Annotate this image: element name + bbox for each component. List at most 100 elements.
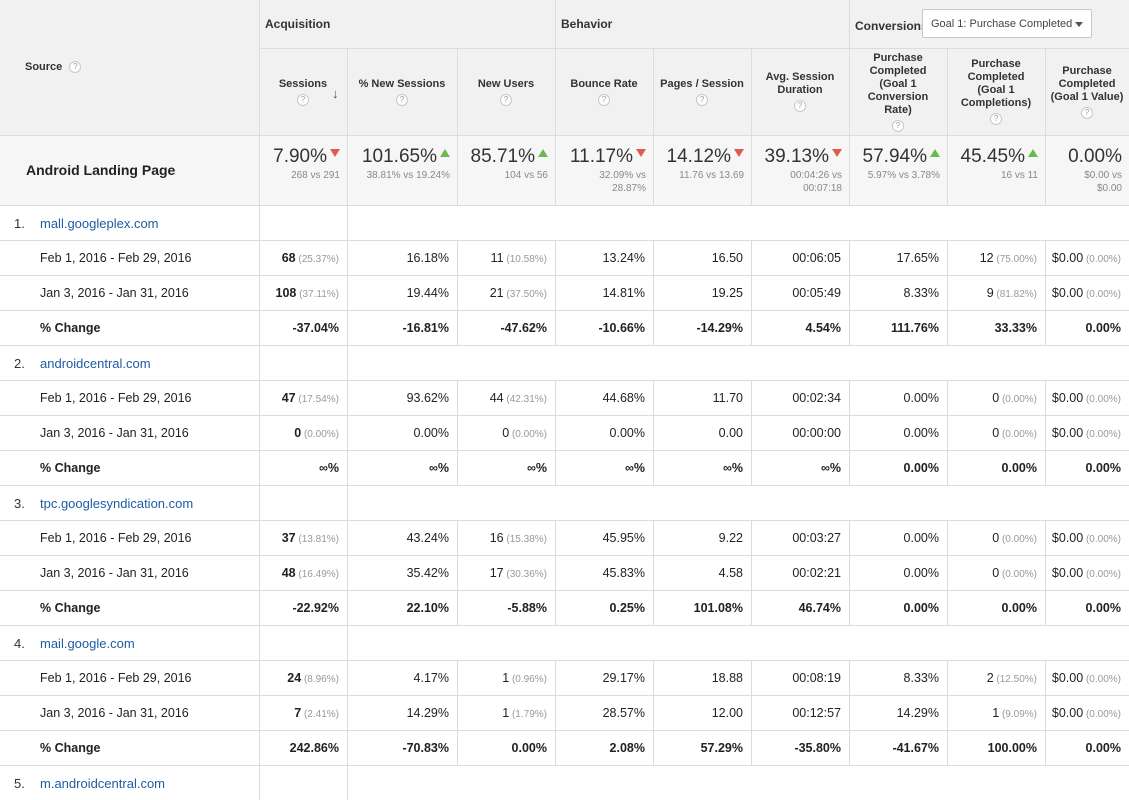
summary-comparison: $0.00 vs: [1084, 170, 1122, 181]
metric-value: 0.00%: [903, 601, 939, 615]
source-link[interactable]: androidcentral.com: [40, 356, 151, 371]
source-row: 4. mail.google.com: [0, 626, 1129, 661]
metric-avg-session-duration: 4.54%: [806, 321, 841, 335]
column-header-new-users[interactable]: New Users?: [457, 48, 555, 135]
help-icon[interactable]: ?: [500, 93, 512, 106]
metric-pages-per-session: ∞%: [723, 461, 743, 475]
metric-share: (0.00%): [999, 394, 1037, 405]
source-link[interactable]: mall.googleplex.com: [40, 216, 159, 231]
metric-goal1-value: $0.00 (0.00%): [1052, 531, 1121, 545]
column-header-sessions[interactable]: Sessions?: [259, 48, 347, 135]
column-header-goal1-completions[interactable]: Purchase Completed (Goal 1 Completions)?: [947, 48, 1045, 135]
row-label: Feb 1, 2016 - Feb 29, 2016: [40, 531, 192, 545]
source-link[interactable]: mail.google.com: [40, 636, 135, 651]
metric-value: $0.00: [1051, 286, 1084, 300]
metric-share: (37.50%): [503, 289, 547, 300]
metric-new-users: 44 (42.31%): [490, 391, 547, 405]
help-icon[interactable]: ?: [69, 61, 82, 74]
source-index: 5.: [14, 776, 25, 791]
metric-avg-session-duration: 00:12:57: [792, 706, 841, 720]
metric-new-users: 1 (1.79%): [502, 706, 547, 720]
summary-cell-pct-new-sessions: 101.65% 38.81% vs 19.24%: [347, 136, 457, 205]
metric-sessions: ∞%: [319, 461, 339, 475]
column-header-goal1-conversion-rate[interactable]: Purchase Completed (Goal 1 Conversion Rate)?: [849, 48, 947, 135]
metric-value: 16.50: [711, 251, 743, 265]
column-header-avg-session-duration[interactable]: Avg. Session Duration?: [751, 48, 849, 135]
metric-pct-new-sessions: 16.18%: [407, 251, 449, 265]
metric-value: $0.00: [1051, 706, 1084, 720]
grid-line: [457, 520, 458, 625]
metric-share: (0.00%): [509, 429, 547, 440]
metric-new-users: 0.00%: [512, 741, 547, 755]
help-icon[interactable]: ?: [598, 93, 610, 106]
source-link[interactable]: m.androidcentral.com: [40, 776, 165, 791]
metric-share: (0.00%): [301, 429, 339, 440]
metric-avg-session-duration: 00:00:00: [792, 426, 841, 440]
metric-value: 19.44%: [406, 286, 449, 300]
source-link[interactable]: tpc.googlesyndication.com: [40, 496, 194, 511]
column-header-bounce-rate[interactable]: Bounce Rate?: [555, 48, 653, 135]
metric-value: 43.24%: [406, 531, 449, 545]
metric-value: 8.33%: [903, 286, 939, 300]
metric-goal1-conversion-rate: 8.33%: [904, 286, 939, 300]
percent-change-row: % Change -37.04% -16.81% -47.62% -10.66% -14.…: [0, 311, 1129, 346]
source-index: 4.: [14, 636, 25, 651]
goal-dropdown[interactable]: Goal 1: Purchase Completed: [922, 9, 1092, 38]
metric-share: (42.31%): [503, 394, 547, 405]
column-header-pct-new-sessions[interactable]: % New Sessions?: [347, 48, 457, 135]
grid-line: [947, 380, 948, 485]
metric-value: 4.54%: [805, 321, 841, 335]
metric-share: (15.38%): [503, 534, 547, 545]
metric-pct-new-sessions: 35.42%: [407, 566, 449, 580]
metric-value: $0.00: [1051, 426, 1084, 440]
metric-share: (12.50%): [993, 674, 1037, 685]
summary-value: 101.65%: [347, 146, 450, 168]
metric-goal1-conversion-rate: 17.65%: [897, 251, 939, 265]
metric-goal1-value: 0.00%: [1086, 321, 1121, 335]
grid-line: [555, 520, 556, 625]
goal-dropdown-value: Goal 1: Purchase Completed: [931, 18, 1073, 30]
grid-line: [1045, 240, 1046, 345]
column-header-pages-per-session[interactable]: Pages / Session?: [653, 48, 751, 135]
column-header-goal1-value[interactable]: Purchase Completed (Goal 1 Value)?: [1045, 48, 1129, 135]
metric-value: 00:00:00: [792, 426, 841, 440]
help-icon[interactable]: ?: [696, 93, 708, 106]
metric-value: 00:03:27: [792, 531, 841, 545]
summary-cell-pages-per-session: 14.12% 11.76 vs 13.69: [653, 136, 751, 205]
help-icon[interactable]: ?: [990, 113, 1002, 125]
metric-value: 111.76%: [891, 321, 939, 335]
grid-line: [259, 0, 260, 800]
sort-descending-icon[interactable]: ↓: [332, 86, 339, 101]
help-icon[interactable]: ?: [892, 119, 904, 132]
metric-new-users: 1 (0.96%): [502, 671, 547, 685]
date-range-row: Jan 3, 2016 - Jan 31, 2016 48 (16.49%) 35.…: [0, 556, 1129, 591]
grid-line: [1045, 380, 1046, 485]
help-icon[interactable]: ?: [396, 93, 408, 106]
help-icon[interactable]: ?: [794, 100, 806, 112]
date-range-row: Feb 1, 2016 - Feb 29, 2016 68 (25.37%) 16.…: [0, 241, 1129, 276]
metric-value: 108: [275, 286, 297, 300]
summary-value-text: 45.45%: [960, 146, 1025, 167]
help-icon[interactable]: ?: [1081, 106, 1093, 119]
row-label: Feb 1, 2016 - Feb 29, 2016: [40, 251, 192, 265]
group-conversions-label: Conversions: [855, 19, 928, 33]
metric-value: 0.00: [718, 426, 743, 440]
metric-value: -47.62%: [500, 321, 547, 335]
metric-goal1-completions: 0 (0.00%): [992, 391, 1037, 405]
grid-line: [0, 205, 1129, 206]
row-label: % Change: [40, 461, 101, 475]
help-icon[interactable]: ?: [297, 93, 309, 106]
metric-pages-per-session: 16.50: [712, 251, 743, 265]
metric-avg-session-duration: 00:08:19: [792, 671, 841, 685]
source-column-header[interactable]: Source ?: [0, 0, 259, 135]
grid-line: [347, 345, 348, 380]
metric-goal1-conversion-rate: 0.00%: [904, 601, 939, 615]
summary-comparison: 38.81% vs 19.24%: [366, 170, 450, 181]
arrow-up-icon: [1028, 148, 1038, 157]
group-behavior: Behavior: [555, 0, 849, 48]
metric-value: 14.29%: [406, 706, 449, 720]
arrow-down-icon: [330, 148, 340, 157]
metric-bounce-rate: 45.83%: [603, 566, 645, 580]
metric-value: 22.10%: [406, 601, 449, 615]
metric-goal1-completions: 2 (12.50%): [987, 671, 1037, 685]
